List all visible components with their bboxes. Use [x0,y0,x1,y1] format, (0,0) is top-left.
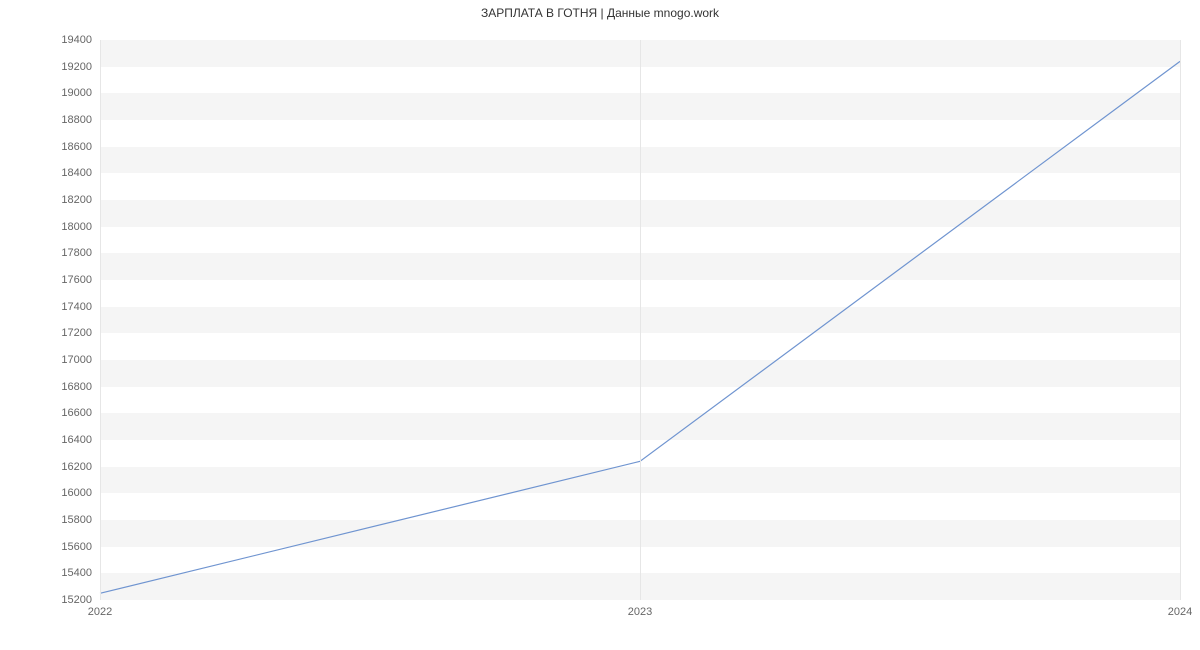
y-tick-label: 18800 [61,114,92,126]
y-tick-label: 16600 [61,407,92,419]
y-tick-label: 18200 [61,194,92,206]
y-tick-label: 19000 [61,87,92,99]
y-tick-label: 16200 [61,461,92,473]
x-tick-label: 2022 [88,606,112,618]
y-tick-label: 16400 [61,434,92,446]
y-tick-label: 17000 [61,354,92,366]
y-tick-label: 19400 [61,34,92,46]
salary-line-chart: ЗАРПЛАТА В ГОТНЯ | Данные mnogo.work 152… [0,0,1200,650]
y-tick-label: 18600 [61,141,92,153]
y-tick-label: 17200 [61,327,92,339]
y-tick-label: 16000 [61,487,92,499]
y-tick-label: 15400 [61,567,92,579]
x-gridline [100,40,101,600]
y-tick-label: 15200 [61,594,92,606]
y-tick-label: 18000 [61,221,92,233]
x-gridline [640,40,641,600]
x-gridline [1180,40,1181,600]
y-tick-label: 19200 [61,61,92,73]
y-tick-label: 15600 [61,541,92,553]
x-tick-label: 2024 [1168,606,1192,618]
y-tick-label: 17400 [61,301,92,313]
plot-area: 1520015400156001580016000162001640016600… [100,40,1180,600]
y-tick-label: 15800 [61,514,92,526]
x-tick-label: 2023 [628,606,652,618]
y-tick-label: 18400 [61,167,92,179]
chart-title: ЗАРПЛАТА В ГОТНЯ | Данные mnogo.work [0,6,1200,20]
y-tick-label: 16800 [61,381,92,393]
y-tick-label: 17600 [61,274,92,286]
y-tick-label: 17800 [61,247,92,259]
